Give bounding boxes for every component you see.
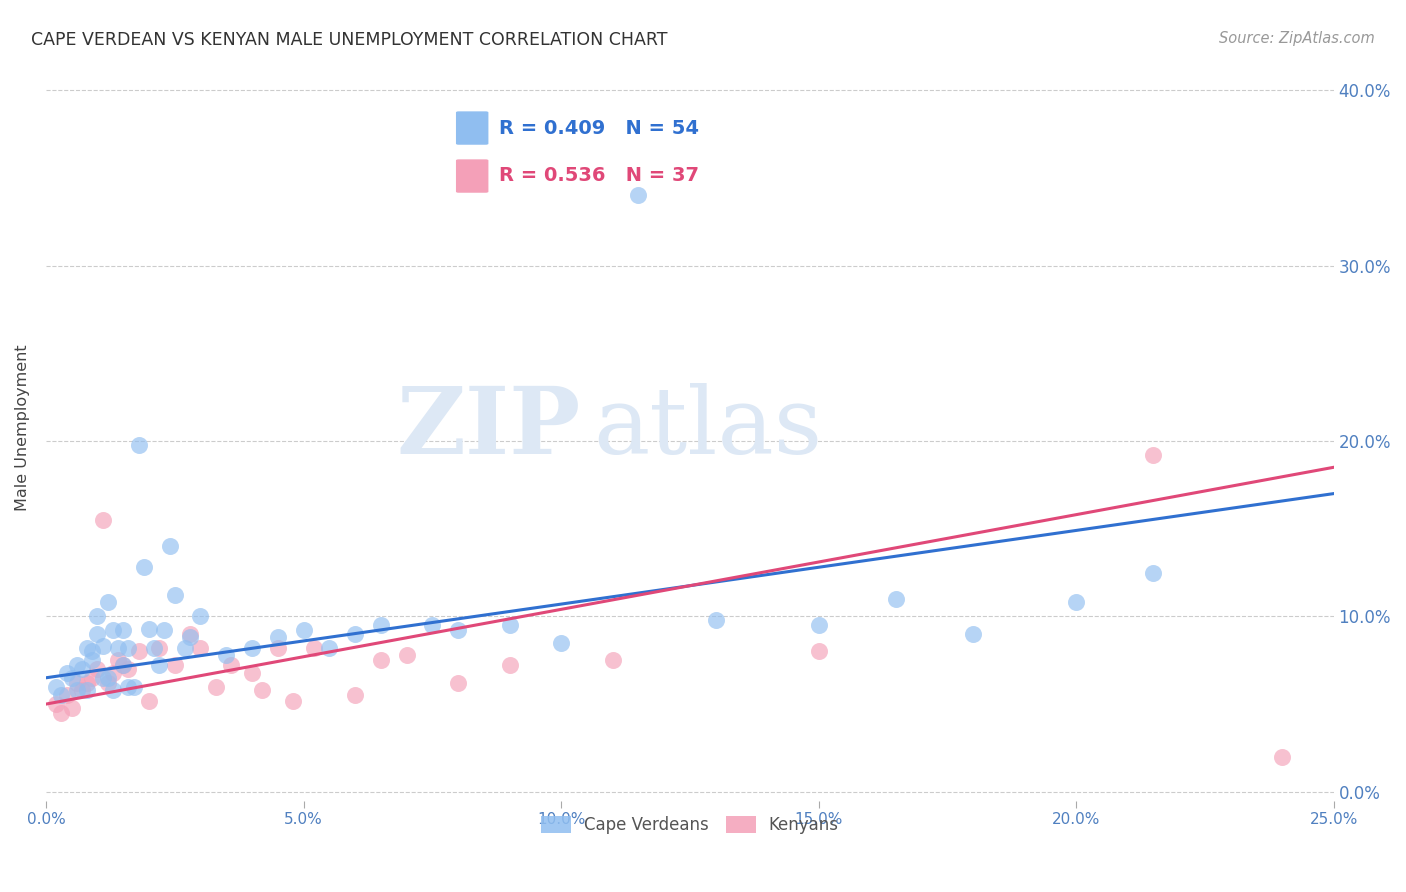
Point [1064, 595, 1087, 609]
Point [148, 640, 170, 655]
Point [807, 644, 830, 658]
Point [420, 618, 443, 632]
Text: atlas: atlas [593, 383, 823, 473]
Point [498, 618, 520, 632]
Point [153, 624, 176, 638]
Point [807, 618, 830, 632]
Point [76, 683, 98, 698]
Point [252, 683, 274, 698]
Point [370, 618, 392, 632]
Point [704, 613, 727, 627]
Point [128, 437, 150, 451]
Point [101, 665, 124, 680]
Point [267, 631, 290, 645]
Point [45, 697, 67, 711]
Point [318, 640, 340, 655]
Point [97, 595, 120, 609]
Point [240, 640, 263, 655]
Point [76, 640, 98, 655]
Text: CAPE VERDEAN VS KENYAN MALE UNEMPLOYMENT CORRELATION CHART: CAPE VERDEAN VS KENYAN MALE UNEMPLOYMENT… [31, 31, 668, 49]
Point [240, 665, 263, 680]
Legend: Cape Verdeans, Kenyans: Cape Verdeans, Kenyans [534, 809, 845, 840]
Point [132, 560, 155, 574]
Point [1271, 749, 1294, 764]
Point [117, 662, 139, 676]
Point [447, 624, 470, 638]
Point [107, 640, 129, 655]
Point [66, 658, 89, 673]
Point [97, 671, 120, 685]
Point [302, 640, 325, 655]
Point [76, 676, 98, 690]
Point [66, 683, 89, 698]
Point [112, 658, 135, 673]
Point [138, 693, 160, 707]
Point [205, 680, 228, 694]
Point [143, 640, 166, 655]
Point [179, 627, 201, 641]
Point [292, 624, 315, 638]
Point [190, 640, 212, 655]
Point [112, 658, 135, 673]
Point [370, 653, 392, 667]
Point [51, 706, 73, 720]
Point [82, 653, 104, 667]
Point [267, 640, 290, 655]
Point [962, 627, 984, 641]
Point [163, 588, 186, 602]
Point [343, 689, 366, 703]
Point [179, 631, 201, 645]
Text: ZIP: ZIP [396, 383, 581, 473]
Point [498, 658, 520, 673]
Point [550, 636, 572, 650]
Point [97, 676, 120, 690]
Point [70, 662, 93, 676]
Point [159, 539, 181, 553]
Point [107, 653, 129, 667]
Point [101, 683, 124, 698]
Point [117, 680, 139, 694]
Point [627, 188, 650, 202]
Point [163, 658, 186, 673]
Point [221, 658, 243, 673]
Point [138, 622, 160, 636]
Point [86, 662, 108, 676]
Point [82, 644, 104, 658]
Point [112, 624, 135, 638]
Point [148, 658, 170, 673]
Point [60, 700, 83, 714]
Point [82, 671, 104, 685]
Point [1142, 566, 1164, 580]
Point [447, 676, 470, 690]
Point [51, 689, 73, 703]
Point [91, 671, 114, 685]
Point [60, 671, 83, 685]
Point [602, 653, 624, 667]
Point [101, 624, 124, 638]
Point [55, 689, 77, 703]
Point [70, 683, 93, 698]
Point [283, 693, 305, 707]
Point [91, 513, 114, 527]
Point [86, 627, 108, 641]
Point [884, 591, 907, 606]
Point [122, 680, 145, 694]
Text: Source: ZipAtlas.com: Source: ZipAtlas.com [1219, 31, 1375, 46]
Point [128, 644, 150, 658]
Point [55, 665, 77, 680]
Point [86, 609, 108, 624]
Point [66, 676, 89, 690]
Point [343, 627, 366, 641]
Point [395, 648, 418, 662]
Point [45, 680, 67, 694]
Point [190, 609, 212, 624]
Y-axis label: Male Unemployment: Male Unemployment [15, 344, 30, 511]
Point [174, 640, 197, 655]
Point [91, 639, 114, 653]
Point [117, 640, 139, 655]
Point [1142, 448, 1164, 462]
Point [215, 648, 238, 662]
